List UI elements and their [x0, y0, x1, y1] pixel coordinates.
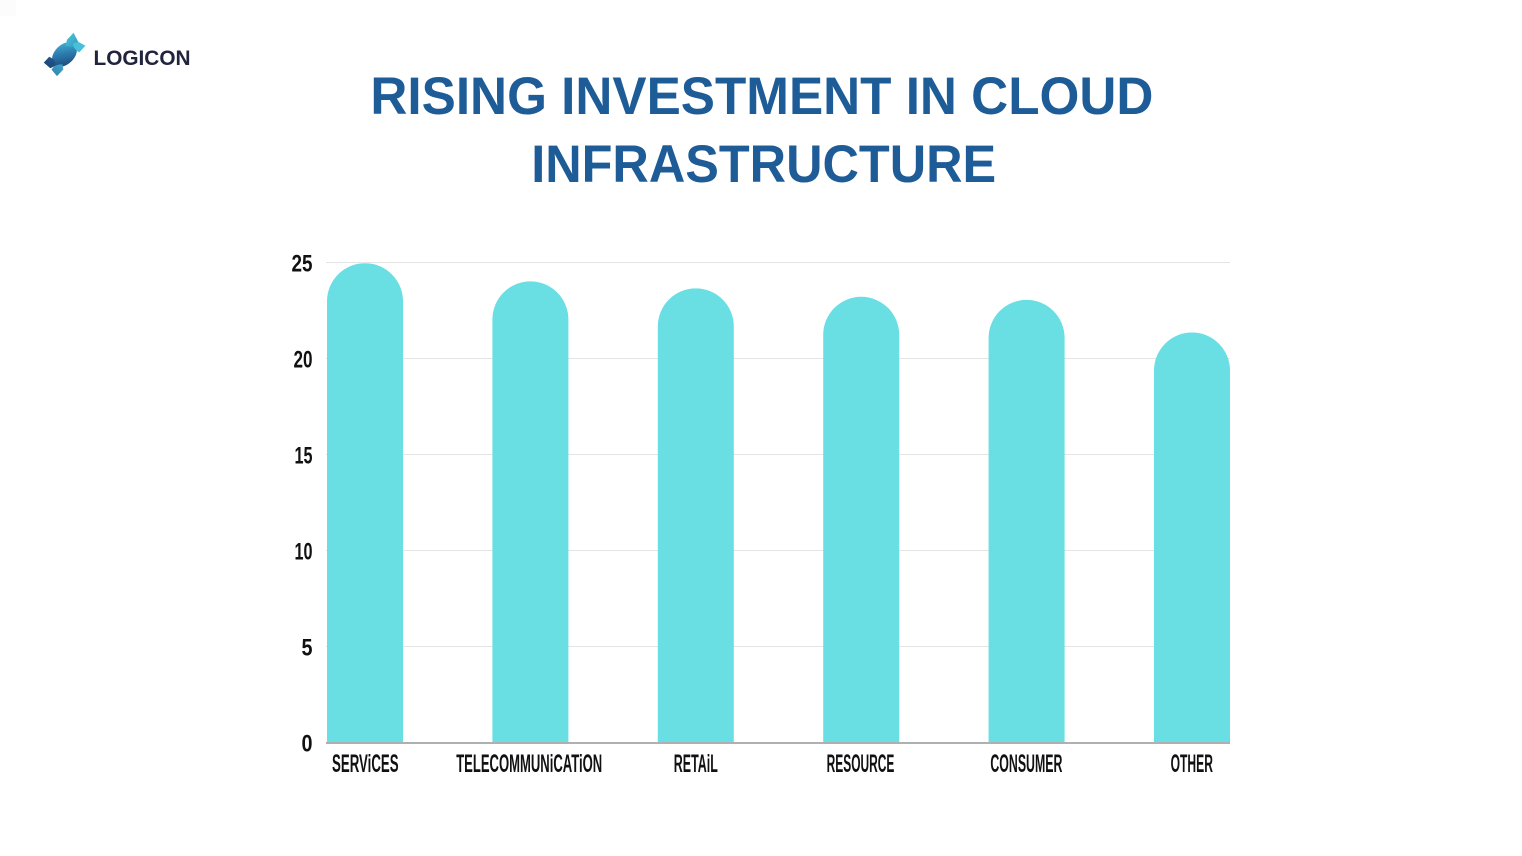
svg-text:RISING INVESTMENT IN CLOUD: RISING INVESTMENT IN CLOUD: [370, 67, 1153, 126]
svg-text:INFRASTRUCTURE: INFRASTRUCTURE: [531, 135, 996, 194]
svg-text:LOGICON: LOGICON: [94, 46, 191, 70]
svg-text:RETAiL: RETAiL: [674, 750, 718, 778]
svg-text:5: 5: [302, 634, 313, 661]
svg-text:TELECOMMUNiCATiON: TELECOMMUNiCATiON: [456, 750, 602, 778]
svg-text:20: 20: [294, 347, 313, 374]
svg-text:15: 15: [295, 443, 313, 470]
svg-text:0: 0: [302, 731, 313, 758]
svg-text:SERViCES: SERViCES: [332, 750, 399, 778]
svg-text:OTHER: OTHER: [1171, 750, 1213, 778]
svg-text:RESOURCE: RESOURCE: [827, 750, 895, 778]
svg-text:10: 10: [295, 538, 313, 565]
svg-text:CONSUMER: CONSUMER: [990, 750, 1062, 778]
svg-text:25: 25: [292, 251, 313, 278]
